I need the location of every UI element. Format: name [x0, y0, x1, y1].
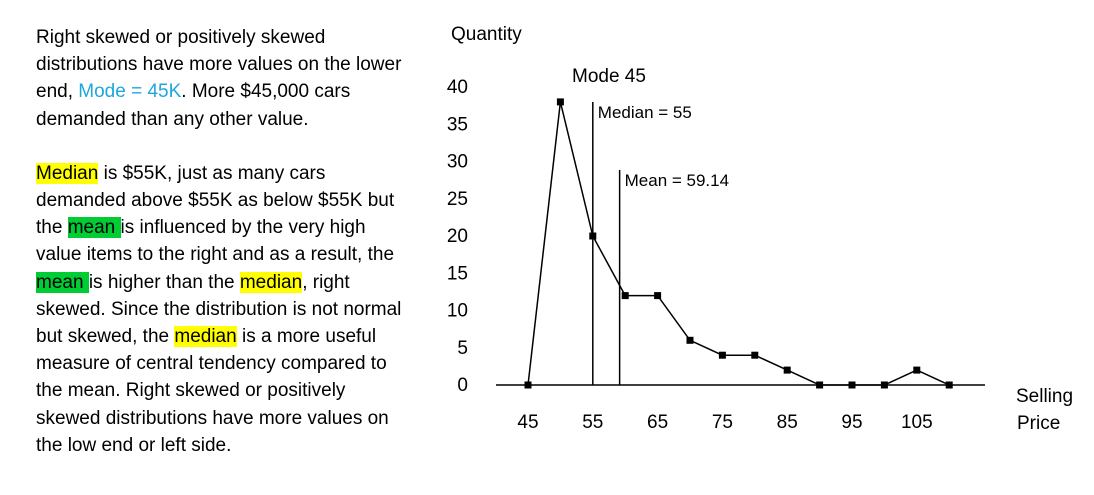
y-tick-label: 15 [447, 263, 468, 284]
data-point [654, 292, 662, 300]
data-point [880, 381, 888, 389]
data-point [945, 381, 953, 389]
y-tick-label: 0 [457, 375, 468, 396]
y-tick-label: 40 [447, 77, 468, 98]
explanation-text: Right skewed or positively skewed distri… [36, 24, 408, 459]
p2-seg: is influenced by the very high value ite… [36, 217, 395, 266]
p1-text-start: Right skewed or positively skewed distri… [36, 27, 402, 103]
data-point [621, 292, 629, 300]
distribution-chart: Quantity Selling Price 0510152025303540 … [447, 24, 1073, 434]
x-tick-label: 45 [517, 412, 538, 433]
p2-seg: , right skewed. Since the distribution i… [36, 271, 402, 348]
y-tick-label: 20 [447, 226, 468, 247]
y-tick-label: 25 [447, 189, 468, 210]
p2-seg: mean [67, 217, 121, 239]
x-tick-label: 75 [712, 412, 733, 433]
mode-label: Mode 45 [572, 66, 646, 87]
annotations: Mode 45 Median = 55 Mean = 59.14 [572, 66, 729, 190]
x-tick-label: 95 [841, 412, 862, 433]
mean-label: Mean = 59.14 [625, 171, 729, 190]
data-point [816, 381, 824, 389]
y-tick-labels: 0 5 10 15 20 25 30 35 40 [447, 77, 468, 396]
series-line [527, 101, 950, 386]
p2-seg: median [239, 271, 303, 293]
y-axis-label: Quantity [451, 24, 522, 45]
data-point [589, 232, 597, 240]
data-point [848, 381, 856, 389]
median-label: Median = 55 [598, 103, 692, 122]
x-tick-label: 55 [582, 412, 603, 433]
data-point [783, 366, 791, 374]
data-point [556, 98, 564, 106]
data-point [718, 351, 726, 359]
x-tick-label: 65 [647, 412, 668, 433]
mode-highlight: Mode = 45K [78, 81, 182, 103]
reference-lines [592, 102, 621, 385]
p2-seg: median [174, 326, 237, 348]
y-tick-label: 35 [447, 114, 468, 135]
p2-seg: is higher than the [88, 271, 240, 293]
data-point [913, 366, 921, 374]
y-tick-label: 30 [447, 152, 468, 173]
p2-seg: mean [36, 271, 89, 293]
x-tick-label: 85 [777, 412, 798, 433]
p2-seg: Median [36, 162, 99, 184]
x-tick-label: 105 [901, 412, 933, 433]
data-point [524, 381, 532, 389]
paragraph-2: Median is $55K, just as many cars demand… [36, 160, 408, 459]
data-point [751, 351, 759, 359]
paragraph-1: Right skewed or positively skewed distri… [36, 24, 408, 133]
x-axis-label-line-2: Price [1017, 413, 1060, 434]
x-tick-labels: 45 55 65 75 85 95 105 [517, 412, 932, 433]
data-markers [524, 98, 953, 389]
data-point [686, 336, 694, 344]
p2-seg: is $55K, just as many cars demanded abov… [36, 162, 395, 239]
p1-text-end: . More $45,000 cars demanded than any ot… [36, 81, 351, 130]
p2-seg: is a more useful measure of central tend… [36, 326, 389, 456]
y-tick-label: 10 [447, 301, 468, 322]
x-axis-label-line-1: Selling [1016, 386, 1073, 407]
y-tick-label: 5 [457, 338, 468, 359]
